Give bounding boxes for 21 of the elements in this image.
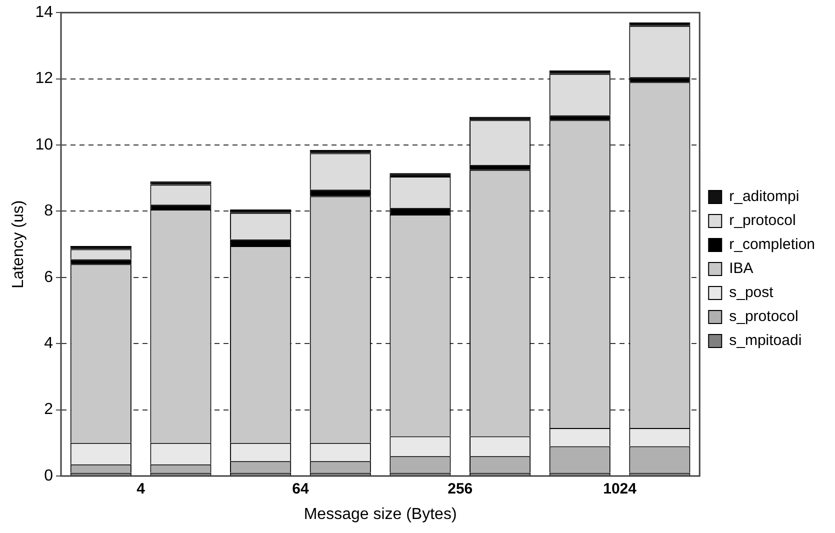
y-tick-label: 6 bbox=[44, 268, 54, 286]
y-tick-label: 0 bbox=[44, 467, 54, 484]
legend-label: s_protocol bbox=[729, 308, 798, 326]
y-tick-label: 8 bbox=[44, 202, 54, 220]
y-tick-label: 2 bbox=[44, 401, 54, 418]
legend-label: IBA bbox=[729, 260, 754, 278]
x-tick-label: 1024 bbox=[603, 480, 638, 498]
y-tick-label: 14 bbox=[35, 4, 54, 22]
legend-label: r_protocol bbox=[729, 212, 796, 230]
x-tick-label: 4 bbox=[136, 480, 146, 498]
x-tick-label: 256 bbox=[448, 480, 473, 498]
y-tick-label: 10 bbox=[35, 136, 54, 154]
y-tick-label: 4 bbox=[44, 335, 54, 352]
x-axis-title: Message size (Bytes) bbox=[304, 506, 457, 523]
legend-label: r_aditompi bbox=[729, 188, 800, 206]
x-tick-label: 64 bbox=[292, 480, 310, 498]
legend-label: s_mpitoadi bbox=[729, 332, 802, 350]
legend-label: s_post bbox=[729, 284, 774, 302]
y-tick-label: 12 bbox=[35, 70, 54, 88]
legend-label: r_completion bbox=[729, 236, 816, 254]
y-axis-title: Latency (us) bbox=[10, 200, 28, 288]
